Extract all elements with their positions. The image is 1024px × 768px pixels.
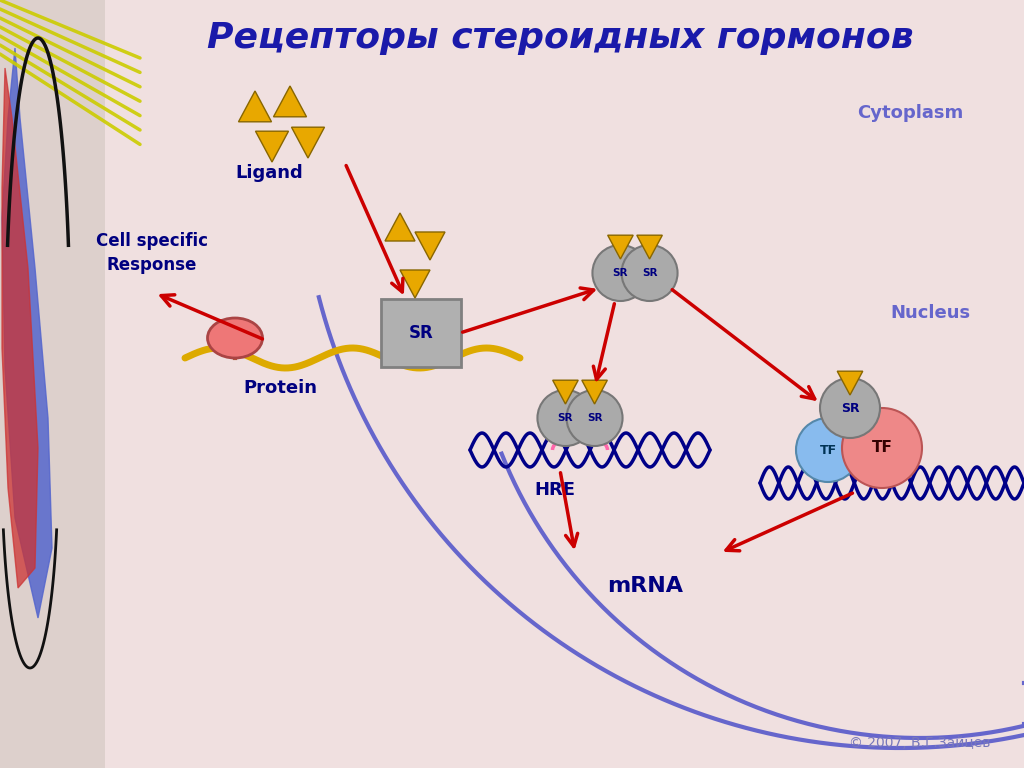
Text: SR: SR — [409, 324, 433, 342]
Polygon shape — [607, 235, 633, 259]
Text: Protein: Protein — [243, 379, 317, 397]
Ellipse shape — [208, 318, 262, 358]
Circle shape — [538, 390, 594, 446]
Polygon shape — [256, 131, 289, 162]
Text: © 2007, В.Г.Зайцев: © 2007, В.Г.Зайцев — [849, 736, 990, 750]
Polygon shape — [292, 127, 325, 158]
Polygon shape — [400, 270, 430, 298]
Text: Cytoplasm: Cytoplasm — [857, 104, 964, 122]
Text: Nucleus: Nucleus — [890, 304, 970, 322]
Text: Cell specific
Response: Cell specific Response — [96, 232, 208, 274]
Circle shape — [593, 245, 648, 301]
Polygon shape — [553, 380, 579, 404]
Text: HRE: HRE — [535, 481, 575, 499]
Polygon shape — [582, 380, 607, 404]
Circle shape — [622, 245, 678, 301]
Polygon shape — [239, 91, 271, 122]
Polygon shape — [0, 0, 105, 768]
Polygon shape — [2, 48, 52, 618]
Text: SR: SR — [587, 413, 602, 423]
Polygon shape — [273, 86, 306, 117]
Text: Ligand: Ligand — [234, 164, 303, 182]
Text: mRNA: mRNA — [607, 576, 683, 596]
Polygon shape — [838, 371, 863, 395]
Polygon shape — [2, 68, 38, 588]
Text: Рецепторы стероидных гормонов: Рецепторы стероидных гормонов — [207, 21, 913, 55]
Text: SR: SR — [558, 413, 573, 423]
Text: SR: SR — [612, 268, 628, 278]
Circle shape — [820, 378, 880, 438]
Circle shape — [842, 408, 922, 488]
Circle shape — [566, 390, 623, 446]
Text: TF: TF — [819, 443, 837, 456]
Text: SR: SR — [841, 402, 859, 415]
Polygon shape — [385, 213, 415, 241]
Text: SR: SR — [642, 268, 657, 278]
Circle shape — [796, 418, 860, 482]
Polygon shape — [637, 235, 663, 259]
Text: TF: TF — [871, 441, 893, 455]
FancyBboxPatch shape — [381, 299, 461, 367]
Polygon shape — [415, 232, 445, 260]
